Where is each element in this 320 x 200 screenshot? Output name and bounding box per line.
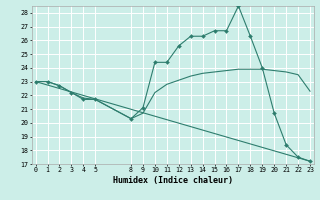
X-axis label: Humidex (Indice chaleur): Humidex (Indice chaleur) <box>113 176 233 185</box>
